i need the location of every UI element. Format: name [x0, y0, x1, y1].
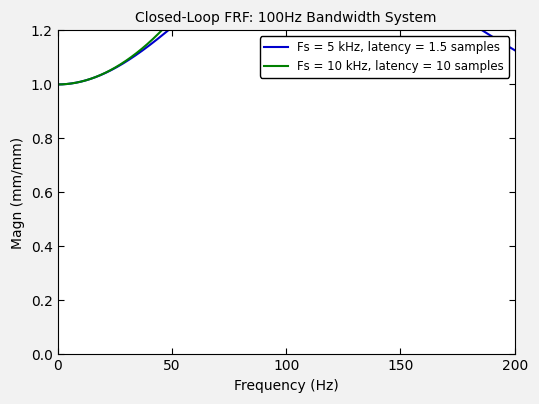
Fs = 5 kHz, latency = 1.5 samples: [106, 68, 113, 73]
Fs = 5 kHz, latency = 1.5 samples: [54, 82, 61, 87]
Legend: Fs = 5 kHz, latency = 1.5 samples, Fs = 10 kHz, latency = 10 samples: Fs = 5 kHz, latency = 1.5 samples, Fs = …: [260, 36, 509, 78]
Y-axis label: Magn (mm/mm): Magn (mm/mm): [11, 137, 25, 248]
Fs = 5 kHz, latency = 1.5 samples: [134, 52, 140, 57]
Fs = 10 kHz, latency = 10 samples: [134, 50, 140, 55]
Line: Fs = 10 kHz, latency = 10 samples: Fs = 10 kHz, latency = 10 samples: [58, 0, 515, 84]
Fs = 5 kHz, latency = 1.5 samples: [503, 42, 509, 47]
Title: Closed-Loop FRF: 100Hz Bandwidth System: Closed-Loop FRF: 100Hz Bandwidth System: [135, 11, 437, 25]
Line: Fs = 5 kHz, latency = 1.5 samples: Fs = 5 kHz, latency = 1.5 samples: [58, 0, 515, 84]
Fs = 10 kHz, latency = 10 samples: [54, 82, 61, 87]
Fs = 5 kHz, latency = 1.5 samples: [453, 12, 460, 17]
X-axis label: Frequency (Hz): Frequency (Hz): [234, 379, 338, 393]
Fs = 10 kHz, latency = 10 samples: [106, 68, 113, 73]
Fs = 5 kHz, latency = 1.5 samples: [512, 48, 518, 53]
